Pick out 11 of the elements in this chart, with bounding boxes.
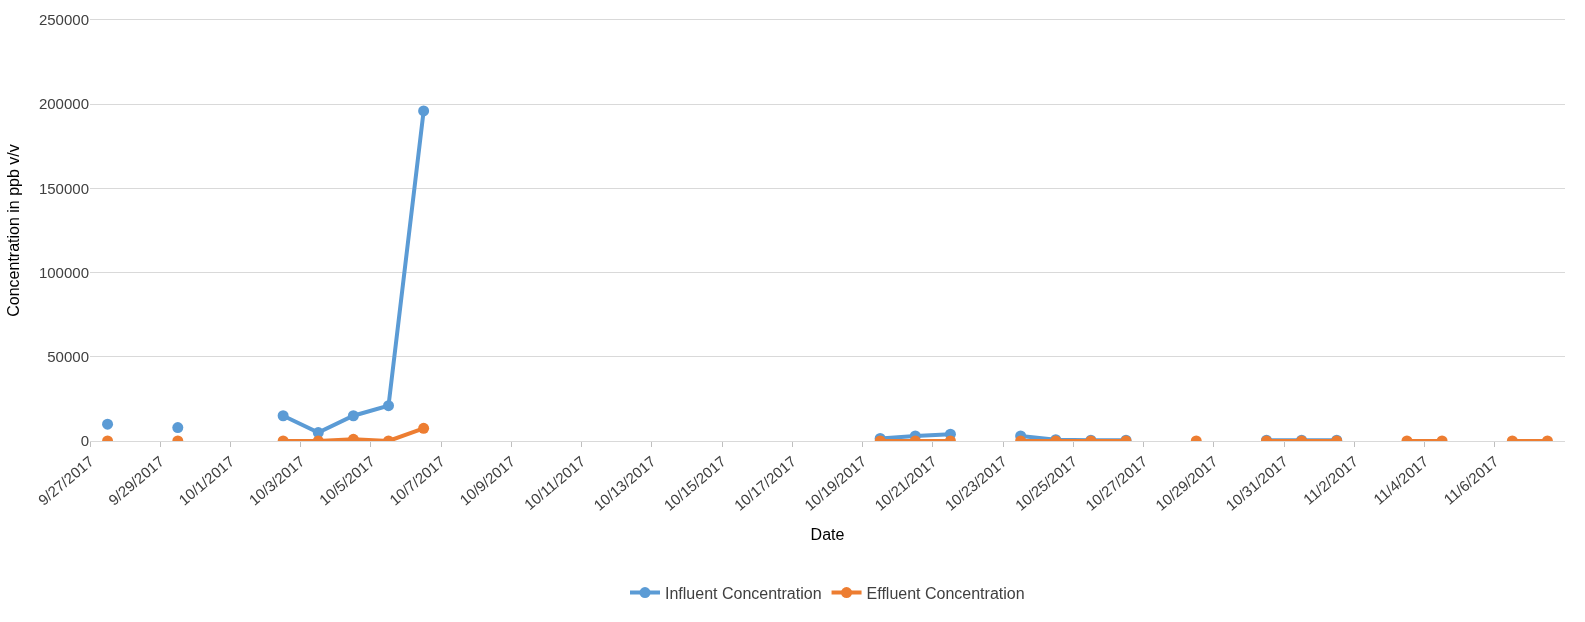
x-axis-title: Date bbox=[810, 525, 845, 543]
legend-label: Effluent Concentration bbox=[866, 584, 1025, 602]
y-tick-label: 250000 bbox=[38, 11, 89, 29]
y-tick-label: 50000 bbox=[47, 348, 89, 366]
y-tick-label: 0 bbox=[80, 432, 89, 450]
point bbox=[418, 105, 430, 117]
y-tick-label: 150000 bbox=[38, 179, 89, 197]
y-tick-label: 200000 bbox=[38, 95, 89, 113]
y-axis-title: Concentration in ppb v/v bbox=[4, 144, 22, 317]
legend-label: Influent Concentration bbox=[665, 584, 822, 602]
y-tick-label: 100000 bbox=[38, 263, 89, 281]
